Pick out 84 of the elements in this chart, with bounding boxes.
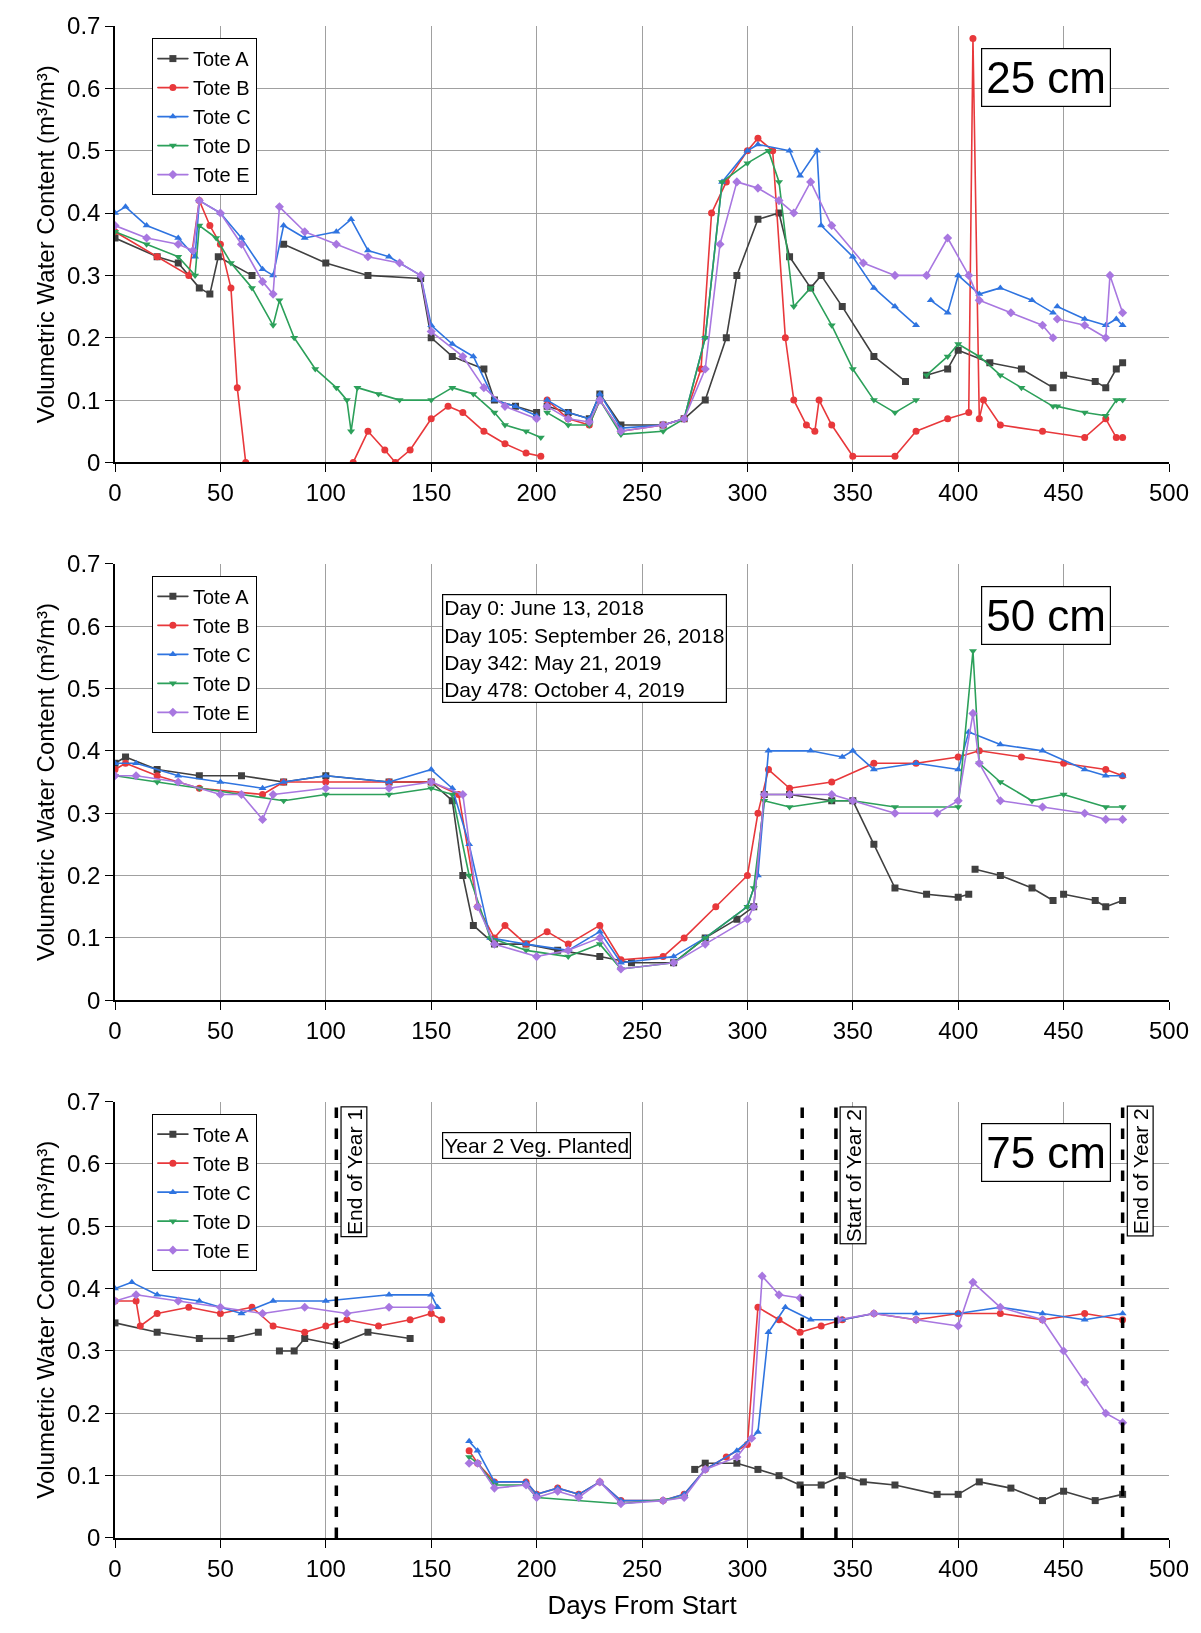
x-tick-label: 350 [832,1554,873,1582]
y-tick-label: 0.3 [67,1337,101,1365]
x-tick-label: 0 [108,1016,122,1044]
x-tick-label: 0 [108,479,122,507]
x-tick-label: 100 [305,1554,346,1582]
x-tick-label: 250 [621,1016,663,1044]
y-tick-label: 0.5 [67,674,101,702]
y-tick-label: 0.7 [67,1087,101,1115]
x-tick-label: 500 [1148,1554,1190,1582]
legend-label: Tote C [192,644,251,667]
legend-label: Tote E [192,164,250,187]
x-tick-label: 150 [411,479,452,507]
x-tick-label: 450 [1043,1554,1084,1582]
legend-label: Tote D [192,135,251,158]
y-tick-label: 0.4 [67,737,101,765]
legend-label: Tote E [192,1239,250,1262]
x-tick-label: 500 [1148,1016,1190,1044]
x-tick-label: 150 [411,1554,452,1582]
y-tick-label: 0.4 [67,1275,101,1302]
x-tick-label: 450 [1043,479,1084,507]
y-tick-label: 0 [87,986,101,1014]
y-tick-label: 0.3 [67,261,101,289]
legend-label: Tote B [192,77,250,100]
y-tick-label: 0.4 [67,199,101,227]
legend-label: Tote E [192,702,250,725]
y-tick-label: 0.2 [67,1399,101,1427]
x-tick-label: 300 [727,1016,768,1044]
legend-label: Tote D [192,1210,251,1233]
annotation: 25 cm [986,53,1107,103]
x-tick-label: 250 [621,479,663,507]
y-tick-label: 0.5 [67,1212,101,1240]
x-tick-label: 50 [207,1016,234,1044]
x-tick-label: 400 [938,1016,979,1044]
annotation: Year 2 Veg. Planted [444,1134,630,1158]
annotation: 50 cm [986,591,1107,641]
legend-label: Tote B [192,615,250,638]
y-tick-label: 0.2 [67,861,101,889]
legend-label: Tote C [192,1181,251,1204]
y-tick-label: 0.1 [67,386,101,414]
x-tick-label: 50 [207,479,234,507]
annotation: 75 cm [986,1128,1107,1178]
x-tick-label: 150 [411,1016,452,1044]
ref-line-label: End of Year 1 [342,1108,366,1236]
y-axis-title: Volumetric Water Content (m³/m³) [31,65,59,424]
x-tick-label: 100 [305,1016,346,1044]
ref-line-label: End of Year 2 [1128,1108,1152,1235]
x-tick-label: 500 [1148,479,1190,507]
x-tick-label: 200 [516,479,557,507]
ref-line-label: Start of Year 2 [841,1109,865,1243]
y-tick-label: 0.7 [67,550,101,578]
y-axis-title: Volumetric Water Content (m³/m³) [31,1140,59,1499]
x-tick-label: 50 [207,1554,234,1582]
y-tick-label: 0 [87,1524,101,1552]
x-tick-label: 0 [108,1554,122,1582]
legend-label: Tote A [192,1123,250,1146]
y-tick-label: 0 [87,448,101,476]
x-tick-label: 200 [516,1554,557,1582]
y-tick-label: 0.6 [67,1150,101,1178]
legend-label: Tote B [192,1152,250,1175]
x-tick-label: 300 [727,479,768,507]
annotation: Day 0: June 13, 2018 Day 105: September 26, 2018 Day 342: May 21, 2019 Day 478: October 4, 2019 [444,596,725,702]
y-tick-label: 0.6 [67,612,101,640]
y-tick-label: 0.2 [67,324,101,352]
y-axis-title: Volumetric Water Content (m³/m³) [31,603,59,961]
x-tick-label: 350 [832,479,873,507]
x-tick-label: 100 [305,479,346,507]
x-tick-label: 450 [1043,1016,1084,1044]
x-axis-title: Days From Start [547,1589,738,1620]
x-tick-label: 200 [516,1016,557,1044]
y-tick-label: 0.3 [67,799,101,827]
legend-label: Tote C [192,106,251,129]
y-tick-label: 0.1 [67,924,101,952]
y-tick-label: 0.6 [67,74,101,102]
x-tick-label: 250 [621,1554,663,1582]
x-tick-label: 300 [727,1554,768,1582]
y-tick-label: 0.5 [67,137,101,165]
x-tick-label: 350 [832,1016,873,1044]
legend-label: Tote A [192,586,250,609]
x-tick-label: 400 [938,479,979,507]
legend-label: Tote D [192,673,251,696]
legend-label: Tote A [192,48,250,71]
x-tick-label: 400 [938,1554,979,1582]
y-tick-label: 0.1 [67,1462,101,1490]
y-tick-label: 0.7 [67,12,101,40]
